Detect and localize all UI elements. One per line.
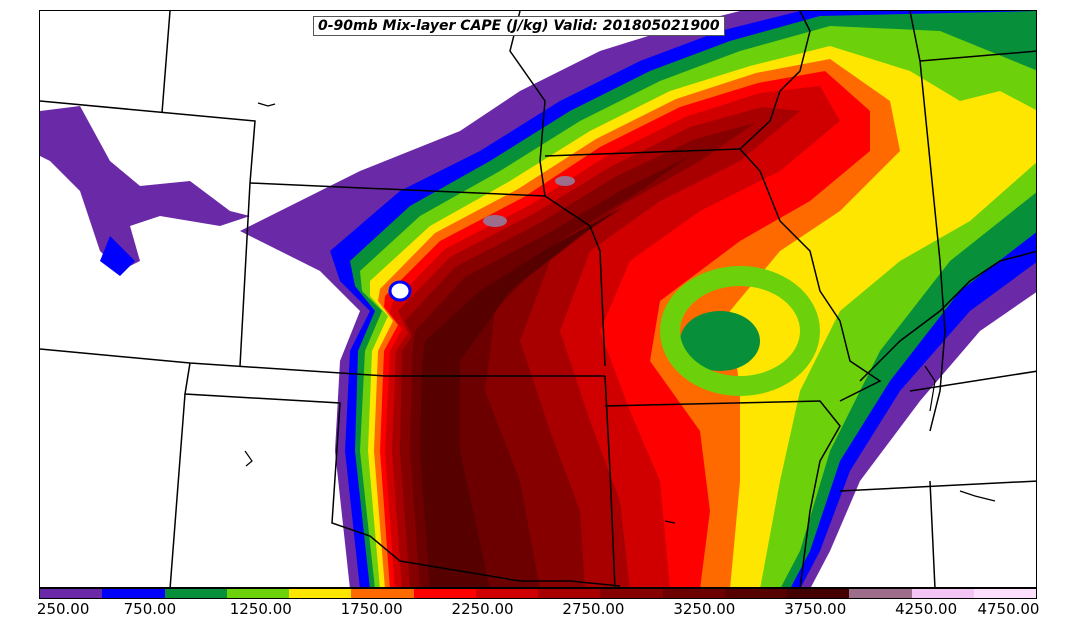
colorbar-segment — [849, 589, 912, 598]
colorbar-tick-label: 250.00 — [36, 600, 90, 618]
map-title: 0-90mb Mix-layer CAPE (J/kg) Valid: 2018… — [313, 16, 725, 36]
colorbar-segment — [289, 589, 352, 598]
colorbar-tick-label: 2750.00 — [562, 600, 625, 618]
colorbar-tick-label: 3250.00 — [673, 600, 736, 618]
colorbar-segment — [102, 589, 165, 598]
colorbar-tick-label: 4250.00 — [895, 600, 958, 618]
cape-map — [40, 11, 1036, 587]
colorbar-tick-label: 3750.00 — [784, 600, 847, 618]
colorbar — [39, 588, 1037, 599]
colorbar-segment — [413, 589, 476, 598]
colorbar-tick-label: 750.00 — [123, 600, 177, 618]
colorbar-segment — [351, 589, 414, 598]
colorbar-segment — [475, 589, 538, 598]
colorbar-tick-label: 2250.00 — [451, 600, 514, 618]
state-boundaries — [40, 11, 1036, 587]
colorbar-segment — [911, 589, 974, 598]
colorbar-tick-label: 1750.00 — [340, 600, 403, 618]
colorbar-segment — [538, 589, 601, 598]
colorbar-segment — [973, 589, 1036, 598]
colorbar-segment — [600, 589, 663, 598]
colorbar-segment — [226, 589, 289, 598]
colorbar-segment — [787, 589, 850, 598]
colorbar-segment — [724, 589, 787, 598]
colorbar-tick-label: 1250.00 — [229, 600, 292, 618]
small-lakes — [244, 102, 996, 524]
cape-shading — [40, 11, 1036, 587]
colorbar-segment — [40, 589, 103, 598]
map-panel — [39, 10, 1037, 588]
colorbar-tick-label: 4750.00 — [977, 600, 1040, 618]
colorbar-segment — [662, 589, 725, 598]
colorbar-segment — [164, 589, 227, 598]
